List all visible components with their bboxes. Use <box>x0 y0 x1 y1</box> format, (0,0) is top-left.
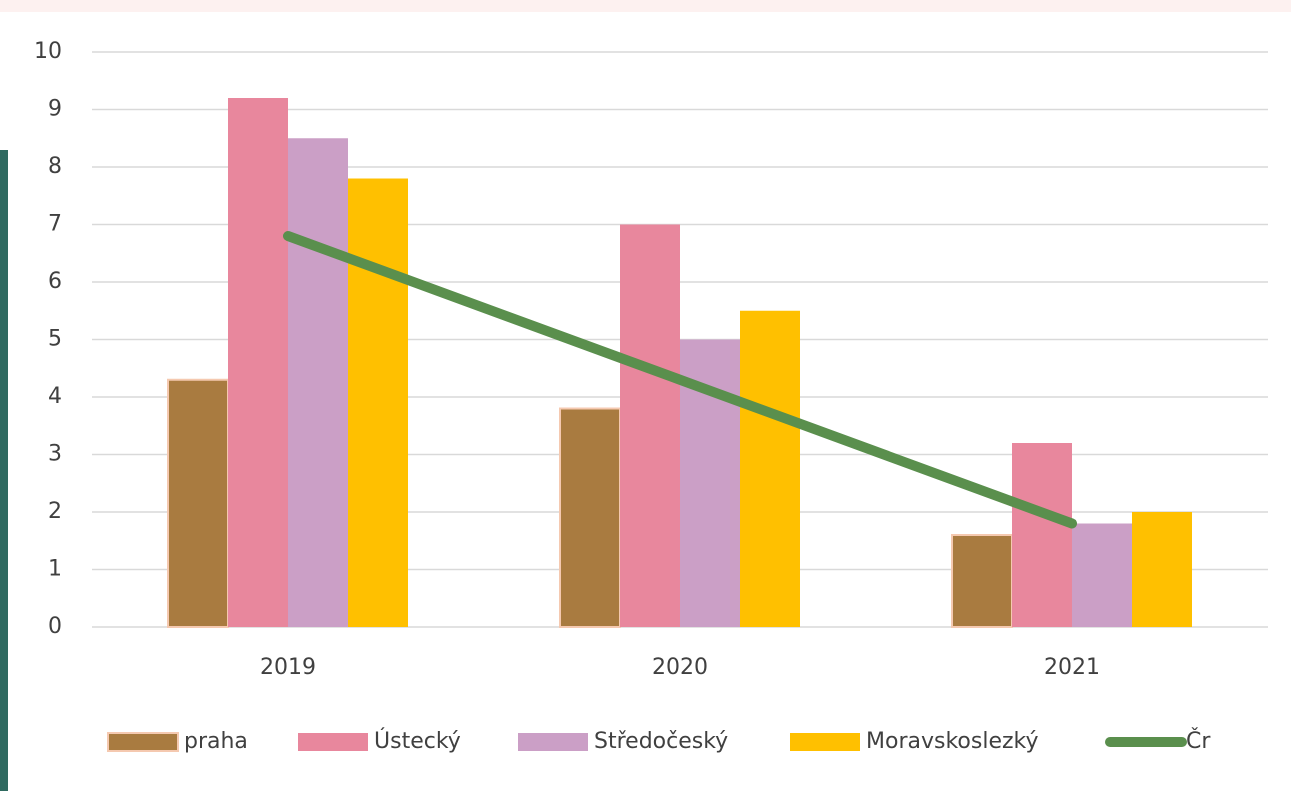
legend-swatch <box>518 733 588 751</box>
y-tick-label: 8 <box>48 154 62 179</box>
bar <box>1072 523 1132 627</box>
bar <box>1012 443 1072 627</box>
bar <box>620 224 680 627</box>
side-strip <box>0 150 8 791</box>
x-tick-label: 2020 <box>652 655 708 680</box>
legend-label: Čr <box>1186 728 1211 754</box>
legend-swatch <box>107 732 179 752</box>
legend-label: Ústecký <box>374 728 461 754</box>
y-tick-label: 0 <box>48 614 62 639</box>
bar <box>228 98 288 627</box>
bar <box>951 534 1013 628</box>
y-tick-label: 1 <box>48 557 62 582</box>
x-tick-label: 2021 <box>1044 655 1100 680</box>
y-tick-label: 9 <box>48 97 62 122</box>
line <box>283 231 1077 529</box>
y-tick-label: 3 <box>48 442 62 467</box>
y-tick-label: 10 <box>34 39 62 64</box>
bar <box>288 138 348 627</box>
legend-label: Středočeský <box>594 729 728 754</box>
legend-label: Moravskoslezký <box>866 729 1039 754</box>
top-band <box>0 0 1291 12</box>
bar <box>1132 512 1192 627</box>
y-tick-label: 5 <box>48 327 62 352</box>
bar <box>740 310 800 627</box>
y-tick-label: 4 <box>48 384 62 409</box>
bar <box>348 178 408 627</box>
legend-swatch <box>298 733 368 751</box>
y-tick-label: 7 <box>48 212 62 237</box>
bar <box>167 378 229 628</box>
x-tick-label: 2019 <box>260 655 316 680</box>
legend-label: praha <box>184 729 248 754</box>
y-tick-label: 6 <box>48 269 62 294</box>
bar <box>559 407 621 628</box>
y-tick-label: 2 <box>48 499 62 524</box>
legend-swatch <box>790 733 860 751</box>
